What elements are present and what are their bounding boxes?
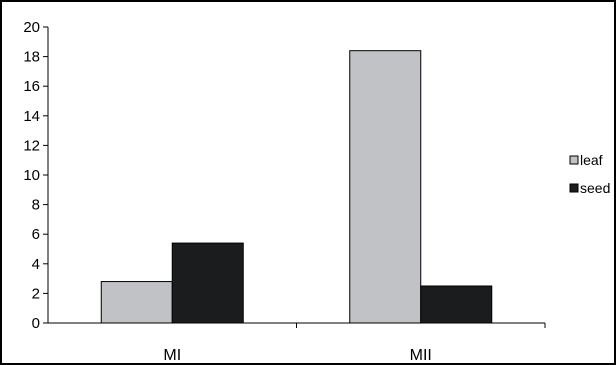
bar-leaf-MII (349, 50, 422, 324)
x-ticks: MI MII (163, 323, 546, 364)
y-tick-label: 2 (32, 285, 40, 302)
axes-layer (47, 27, 545, 324)
legend-swatch-seed (569, 183, 579, 193)
y-tick-label: 8 (32, 197, 40, 214)
bar-seed-MII (420, 285, 493, 324)
legend-label-seed: seed (580, 180, 610, 196)
bar-seed-MI (171, 242, 244, 324)
y-tick-label: 0 (32, 315, 40, 332)
legend-swatch-leaf (569, 155, 579, 165)
x-category-label: MI (163, 347, 181, 364)
y-tick-label: 20 (23, 19, 40, 36)
y-tick-label: 16 (23, 78, 40, 95)
bar-leaf-MI (100, 281, 173, 324)
y-ticks: 0 2 4 6 8 10 12 14 16 18 20 (23, 19, 48, 332)
y-tick-label: 4 (32, 256, 40, 273)
y-tick-label: 10 (23, 167, 40, 184)
bars-layer (100, 50, 493, 324)
y-tick-label: 12 (23, 137, 40, 154)
y-tick-label: 6 (32, 226, 40, 243)
legend: leaf seed (569, 152, 610, 196)
legend-label-leaf: leaf (580, 152, 603, 168)
y-tick-label: 14 (23, 108, 40, 125)
y-tick-label: 18 (23, 49, 40, 66)
x-category-label: MII (410, 347, 432, 364)
